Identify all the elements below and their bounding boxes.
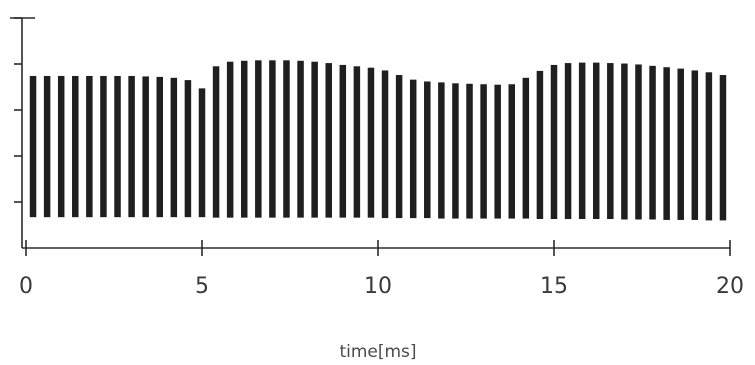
bar [212, 66, 220, 218]
x-tick-label: 0 [19, 274, 33, 299]
bar [452, 83, 459, 219]
bar [128, 75, 135, 218]
bar [353, 66, 361, 218]
bar [564, 63, 572, 220]
bar [283, 60, 290, 218]
bar [607, 63, 614, 220]
bar [170, 77, 178, 218]
bars-group [29, 60, 727, 221]
bar [43, 75, 51, 218]
bar [156, 76, 164, 218]
x-tick-label: 10 [364, 274, 392, 299]
bar [550, 64, 558, 220]
bar [480, 84, 487, 219]
bar [198, 88, 206, 218]
bar [649, 65, 656, 220]
x-tick-label: 20 [716, 274, 744, 299]
bar [57, 75, 65, 218]
x-tick-label: 15 [540, 274, 568, 299]
bar [114, 75, 121, 218]
bar [297, 60, 304, 218]
bar [311, 61, 318, 218]
bar [621, 63, 628, 220]
bar [100, 75, 107, 218]
axes-group: 0 5 10 15 20 [10, 17, 744, 299]
bar [494, 84, 501, 219]
bar [367, 67, 375, 218]
bar [86, 75, 93, 218]
bar [325, 63, 332, 218]
bar [522, 77, 530, 219]
bar [409, 79, 417, 219]
bar [339, 64, 347, 218]
bar [72, 75, 79, 218]
bar [395, 75, 403, 219]
bar [381, 70, 389, 219]
bar [536, 70, 544, 220]
bar [719, 75, 727, 221]
bar [438, 82, 445, 219]
bar [663, 67, 670, 220]
x-axis-label: time[ms] [339, 342, 416, 362]
bar [635, 64, 642, 220]
bar [592, 62, 600, 220]
bar [578, 62, 586, 220]
x-ticks: 0 5 10 15 20 [19, 240, 744, 299]
bar [691, 70, 699, 220]
bar [466, 83, 473, 219]
bar [705, 72, 713, 221]
bar [255, 60, 262, 218]
bar [29, 75, 37, 218]
bar [226, 61, 234, 218]
bar [677, 68, 684, 220]
bar [142, 76, 149, 218]
x-tick-label: 5 [195, 274, 209, 299]
bar [184, 80, 192, 218]
bar [269, 60, 276, 218]
bar [240, 60, 248, 218]
bar [508, 84, 516, 219]
y-ticks [14, 17, 22, 203]
bar [424, 81, 431, 219]
